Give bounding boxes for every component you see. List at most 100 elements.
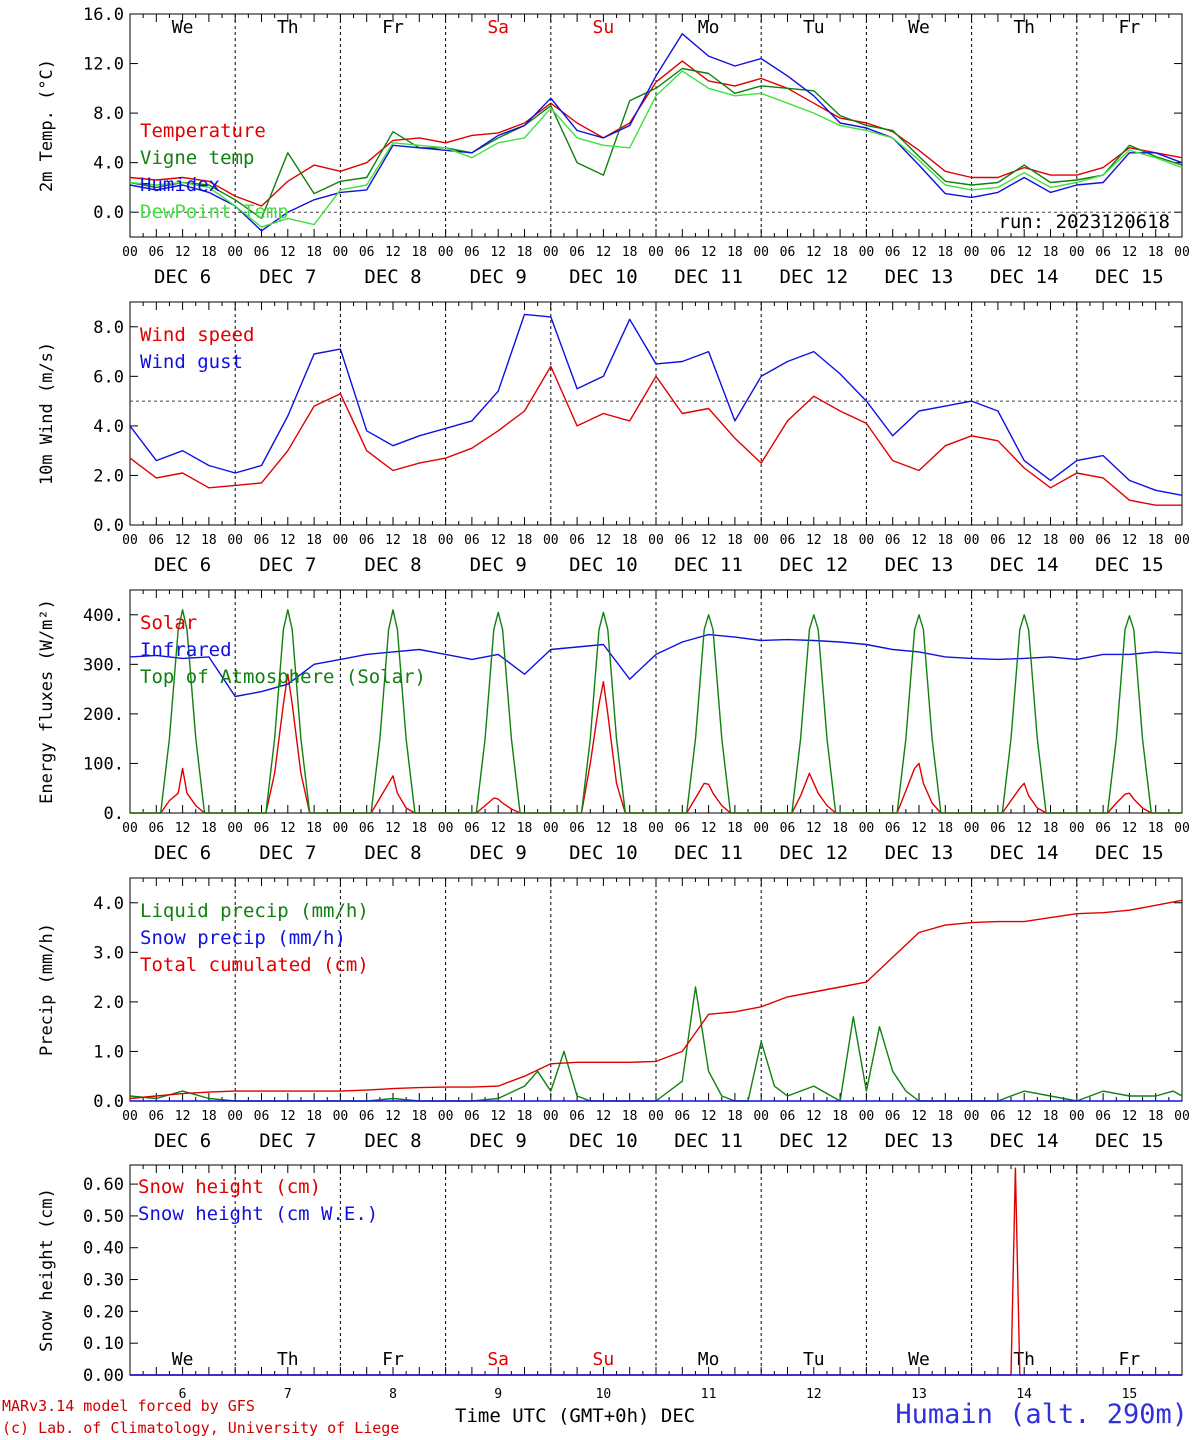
- hour-tick-label: 00: [438, 821, 454, 836]
- hour-tick-label: 00: [1174, 1109, 1190, 1124]
- hour-tick-label: 00: [964, 821, 980, 836]
- legend-entry: Wind gust: [140, 351, 243, 373]
- day-name: Th: [1013, 1349, 1035, 1370]
- hour-tick-label: 12: [701, 245, 717, 260]
- hour-tick-label: 06: [359, 1109, 375, 1124]
- hour-tick-label: 18: [727, 533, 743, 548]
- hour-tick-label: 12: [280, 245, 296, 260]
- hour-tick-label: 00: [438, 533, 454, 548]
- hour-tick-label: 12: [701, 821, 717, 836]
- date-label: 11: [701, 1387, 717, 1402]
- plot-frame: [129, 589, 1183, 814]
- hour-tick-label: 18: [517, 821, 533, 836]
- y-tick-label: 8.0: [93, 318, 124, 338]
- hour-tick-label: 18: [937, 245, 953, 260]
- hour-tick-label: 06: [990, 821, 1006, 836]
- hour-tick-label: 06: [254, 245, 270, 260]
- hour-tick-label: 00: [122, 245, 138, 260]
- y-tick-label: 2.0: [93, 993, 124, 1013]
- hour-tick-label: 12: [490, 1109, 506, 1124]
- hour-tick-label: 00: [122, 533, 138, 548]
- day-name: Fr: [382, 1349, 404, 1370]
- hour-tick-label: 12: [490, 245, 506, 260]
- day-name: Fr: [1119, 17, 1141, 38]
- date-label: DEC 6: [154, 842, 211, 864]
- hour-tick-label: 06: [674, 1109, 690, 1124]
- date-label: DEC 11: [674, 842, 743, 864]
- hour-tick-label: 06: [254, 533, 270, 548]
- hour-tick-label: 06: [674, 533, 690, 548]
- series-infrared: [129, 633, 1183, 698]
- hour-tick-label: 06: [1095, 821, 1111, 836]
- hour-tick-label: 00: [122, 1109, 138, 1124]
- hour-tick-label: 18: [1043, 533, 1059, 548]
- series-vigne-temp: [129, 67, 1183, 220]
- hour-tick-label: 18: [201, 1109, 217, 1124]
- hour-tick-label: 12: [596, 821, 612, 836]
- day-name: Su: [593, 17, 615, 38]
- y-tick-label: 0.60: [83, 1175, 124, 1195]
- day-name: Su: [593, 1349, 615, 1370]
- date-label: DEC 12: [779, 554, 848, 576]
- day-name: Tu: [803, 17, 825, 38]
- hour-tick-label: 12: [490, 533, 506, 548]
- hour-tick-label: 00: [753, 245, 769, 260]
- hour-tick-label: 00: [543, 533, 559, 548]
- hour-tick-label: 06: [1095, 533, 1111, 548]
- date-label: DEC 7: [259, 842, 316, 864]
- date-label: DEC 15: [1095, 266, 1164, 288]
- hour-tick-label: 12: [701, 1109, 717, 1124]
- panel-2: 0.0 2.0 4.0 6.0 8.0 10m Wind (m/s) 00 06 12 18 00 0…: [37, 301, 1190, 576]
- hour-tick-label: 00: [859, 245, 875, 260]
- day-name: We: [908, 1349, 930, 1370]
- date-label: DEC 15: [1095, 554, 1164, 576]
- series-humidex: [129, 33, 1183, 232]
- hour-tick-label: 00: [227, 821, 243, 836]
- series-wind-speed: [129, 365, 1182, 506]
- date-label: 14: [1016, 1387, 1032, 1402]
- hour-tick-label: 18: [937, 1109, 953, 1124]
- y-tick-label: 0.00: [83, 1366, 124, 1386]
- y-tick-label: 0.0: [93, 203, 124, 223]
- date-label: DEC 10: [569, 842, 638, 864]
- hour-tick-label: 18: [306, 1109, 322, 1124]
- hour-tick-label: 18: [1043, 245, 1059, 260]
- hour-tick-label: 12: [1016, 533, 1032, 548]
- date-label: DEC 11: [674, 1130, 743, 1152]
- date-label: DEC 8: [364, 1130, 421, 1152]
- legend-entry: DewPoint Temp: [140, 201, 289, 223]
- day-name: Th: [277, 17, 299, 38]
- date-label: DEC 6: [154, 1130, 211, 1152]
- y-tick-label: 0.10: [83, 1334, 124, 1354]
- hour-tick-label: 00: [1069, 1109, 1085, 1124]
- hour-tick-label: 12: [1016, 1109, 1032, 1124]
- series-top-of-atmosphere-solar: [130, 609, 1182, 814]
- hour-tick-label: 12: [911, 1109, 927, 1124]
- hour-tick-label: 12: [385, 533, 401, 548]
- hour-tick-label: 00: [859, 821, 875, 836]
- legend-entry: Temperature: [140, 120, 266, 142]
- hour-tick-label: 00: [648, 533, 664, 548]
- hour-tick-label: 00: [859, 533, 875, 548]
- hour-tick-label: 06: [464, 533, 480, 548]
- hour-tick-label: 06: [990, 1109, 1006, 1124]
- day-name: We: [172, 1349, 194, 1370]
- hour-tick-label: 12: [385, 245, 401, 260]
- hour-tick-label: 18: [1148, 245, 1164, 260]
- y-axis-label: Precip (mm/h): [37, 923, 57, 1056]
- date-label: DEC 14: [990, 266, 1059, 288]
- y-tick-label: 0.0: [93, 516, 124, 536]
- date-label: DEC 9: [470, 266, 527, 288]
- hour-tick-label: 00: [1069, 821, 1085, 836]
- date-label: DEC 14: [990, 842, 1059, 864]
- hour-tick-label: 12: [596, 1109, 612, 1124]
- hour-tick-label: 06: [780, 533, 796, 548]
- legend-entry: Top of Atmosphere (Solar): [140, 666, 426, 688]
- hour-tick-label: 00: [438, 1109, 454, 1124]
- hour-tick-label: 18: [622, 821, 638, 836]
- hour-tick-label: 12: [806, 1109, 822, 1124]
- hour-tick-label: 18: [727, 1109, 743, 1124]
- y-tick-label: 400.: [83, 606, 124, 626]
- y-tick-label: 1.0: [93, 1042, 124, 1062]
- hour-tick-label: 06: [990, 245, 1006, 260]
